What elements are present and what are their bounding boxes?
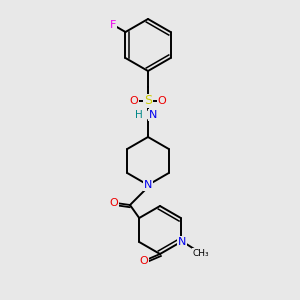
Text: N: N xyxy=(144,180,152,190)
Text: O: O xyxy=(140,256,148,266)
Text: F: F xyxy=(110,20,116,30)
Text: O: O xyxy=(158,96,166,106)
Text: S: S xyxy=(144,94,152,107)
Text: N: N xyxy=(178,237,186,247)
Text: CH₃: CH₃ xyxy=(193,248,209,257)
Text: N: N xyxy=(149,110,158,120)
Text: O: O xyxy=(130,96,138,106)
Text: H: H xyxy=(135,110,143,120)
Text: O: O xyxy=(110,198,118,208)
